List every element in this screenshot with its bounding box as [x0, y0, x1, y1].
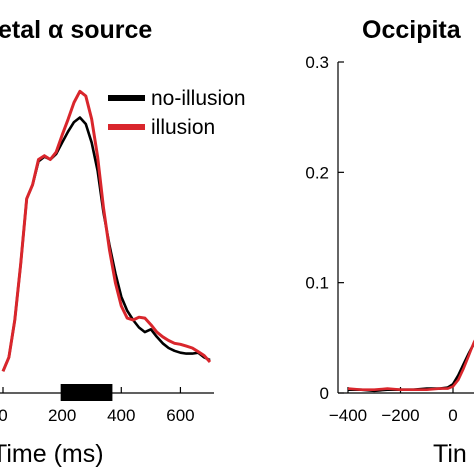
right-panel-title: Occipita	[362, 16, 462, 44]
series-line-illusion	[347, 339, 474, 391]
right-panel: Occipita 0 0.1 0.2 0.3 −400 −200 0 Tin	[305, 16, 474, 468]
significance-bar	[60, 384, 113, 401]
series-line-illusion	[1, 89, 212, 372]
left-panel-title: etal α source	[0, 16, 152, 44]
legend: no-illusion illusion	[108, 87, 246, 139]
y-tick-label: 0.3	[305, 53, 329, 72]
x-tick-label: 200	[48, 406, 76, 425]
legend-label-no-illusion: no-illusion	[151, 87, 246, 110]
x-tick-label: −400	[329, 406, 367, 425]
x-tick-label: 0	[0, 406, 8, 425]
x-tick-label: 400	[107, 406, 135, 425]
right-x-ticks: −400 −200 0	[329, 387, 458, 425]
right-plot-area	[347, 339, 474, 393]
y-tick-label: 0.2	[305, 163, 329, 182]
left-plot-area	[1, 89, 212, 372]
left-x-ticks: 0 200 400 600	[0, 387, 195, 425]
x-tick-label: 0	[448, 406, 457, 425]
left-x-axis-label: Time (ms)	[0, 440, 104, 468]
right-y-ticks: 0 0.1 0.2 0.3	[305, 53, 344, 403]
y-tick-label: 0.1	[305, 274, 329, 293]
right-x-axis-label: Tin	[433, 440, 467, 468]
y-tick-label: 0	[320, 384, 329, 403]
x-tick-label: 600	[166, 406, 194, 425]
x-tick-label: −200	[381, 406, 419, 425]
series-line-no-illusion	[1, 116, 211, 372]
left-panel: etal α source 0 200 400 600 Time (ms) no-il…	[0, 16, 246, 468]
legend-label-illusion: illusion	[151, 116, 215, 139]
